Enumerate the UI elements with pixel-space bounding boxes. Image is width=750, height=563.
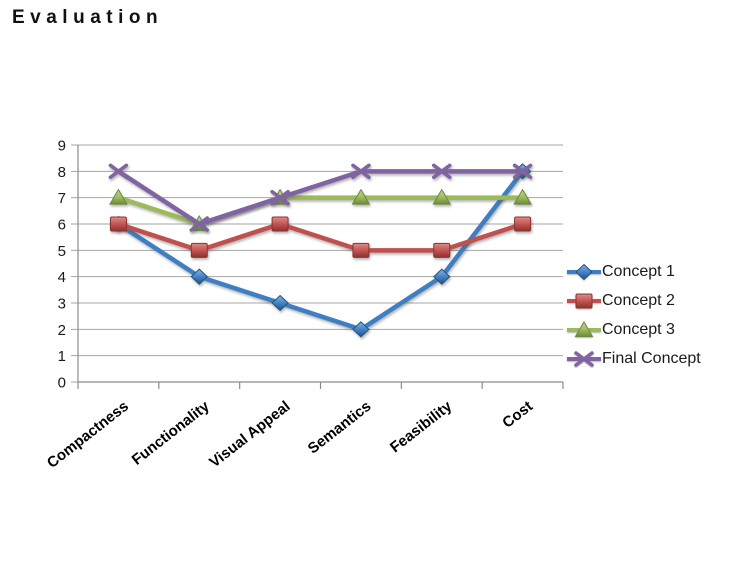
square-data-point-marker	[352, 242, 370, 258]
diamond-data-point-marker	[271, 294, 289, 312]
y-axis-tick-label: 0	[58, 375, 66, 392]
y-axis-tick-label: 2	[58, 322, 66, 339]
axes	[77, 145, 564, 389]
triangle-data-point-marker	[574, 321, 594, 337]
triangle-data-point-marker	[109, 188, 128, 205]
series-line	[116, 169, 525, 227]
x-data-point-marker	[574, 351, 594, 367]
triangle-data-point-marker	[513, 188, 532, 205]
y-axis-tick-label: 3	[58, 296, 66, 313]
diamond-data-point-marker	[433, 268, 451, 285]
series-line	[116, 221, 525, 253]
legend-item-label: Final Concept	[602, 350, 701, 367]
x-data-point-marker	[351, 163, 371, 180]
y-axis-tick-label: 8	[58, 164, 66, 181]
legend-marker-icon	[567, 321, 601, 337]
diamond-data-point-marker	[352, 321, 370, 338]
chart-title: Evaluation	[12, 7, 164, 28]
square-data-point-marker	[271, 216, 289, 232]
square-data-point-marker	[109, 216, 127, 232]
legend-item-label: Concept 1	[602, 263, 675, 280]
series-line	[116, 169, 525, 332]
series-square	[109, 216, 532, 258]
diamond-data-point-marker	[190, 268, 208, 285]
square-data-point-marker	[514, 216, 532, 232]
y-axis-tick-label: 7	[58, 190, 66, 207]
legend-item: Concept 1	[567, 263, 701, 281]
x-axis-category-label: Cost	[499, 398, 536, 432]
legend-item-label: Concept 3	[602, 321, 675, 338]
y-axis-tick-label: 1	[58, 348, 66, 365]
triangle-data-point-marker	[432, 188, 452, 205]
x-data-point-marker	[512, 163, 533, 180]
legend-marker-icon	[567, 351, 601, 367]
x-axis-category-label: Visual Appeal	[206, 398, 293, 471]
x-data-point-marker	[270, 189, 290, 206]
x-axis-category-label: Compactness	[44, 398, 132, 472]
x-axis-category-label: Feasibility	[387, 397, 456, 456]
series-line	[116, 195, 525, 227]
square-data-point-marker	[575, 293, 593, 309]
legend-item: Final Concept	[567, 350, 701, 368]
legend-item-label: Concept 2	[602, 292, 675, 309]
gridlines	[71, 144, 563, 383]
series-x	[108, 163, 533, 232]
legend-item: Concept 3	[567, 321, 701, 339]
y-axis-labels: 0 1 2 3 4 5 6 7 8 9	[58, 138, 66, 392]
x-data-point-marker	[108, 163, 129, 180]
square-data-point-marker	[433, 242, 451, 258]
y-axis-tick-label: 6	[58, 217, 66, 234]
square-data-point-marker	[190, 242, 208, 258]
x-axis-category-label: Functionality	[129, 397, 214, 468]
y-axis-tick-label: 9	[58, 138, 66, 155]
y-axis-tick-label: 5	[58, 243, 66, 260]
legend-item: Concept 2	[567, 292, 701, 310]
legend-marker-icon	[567, 293, 601, 309]
x-axis-category-label: Semantics	[305, 398, 375, 458]
x-data-point-marker	[189, 216, 209, 232]
y-axis-tick-label: 4	[58, 269, 66, 286]
legend: Concept 1 Concept 2 Concept 3 Final Concept	[567, 263, 701, 368]
diamond-data-point-marker	[575, 263, 593, 281]
legend-marker-icon	[567, 263, 601, 281]
x-data-point-marker	[432, 163, 452, 180]
triangle-data-point-marker	[351, 188, 371, 205]
